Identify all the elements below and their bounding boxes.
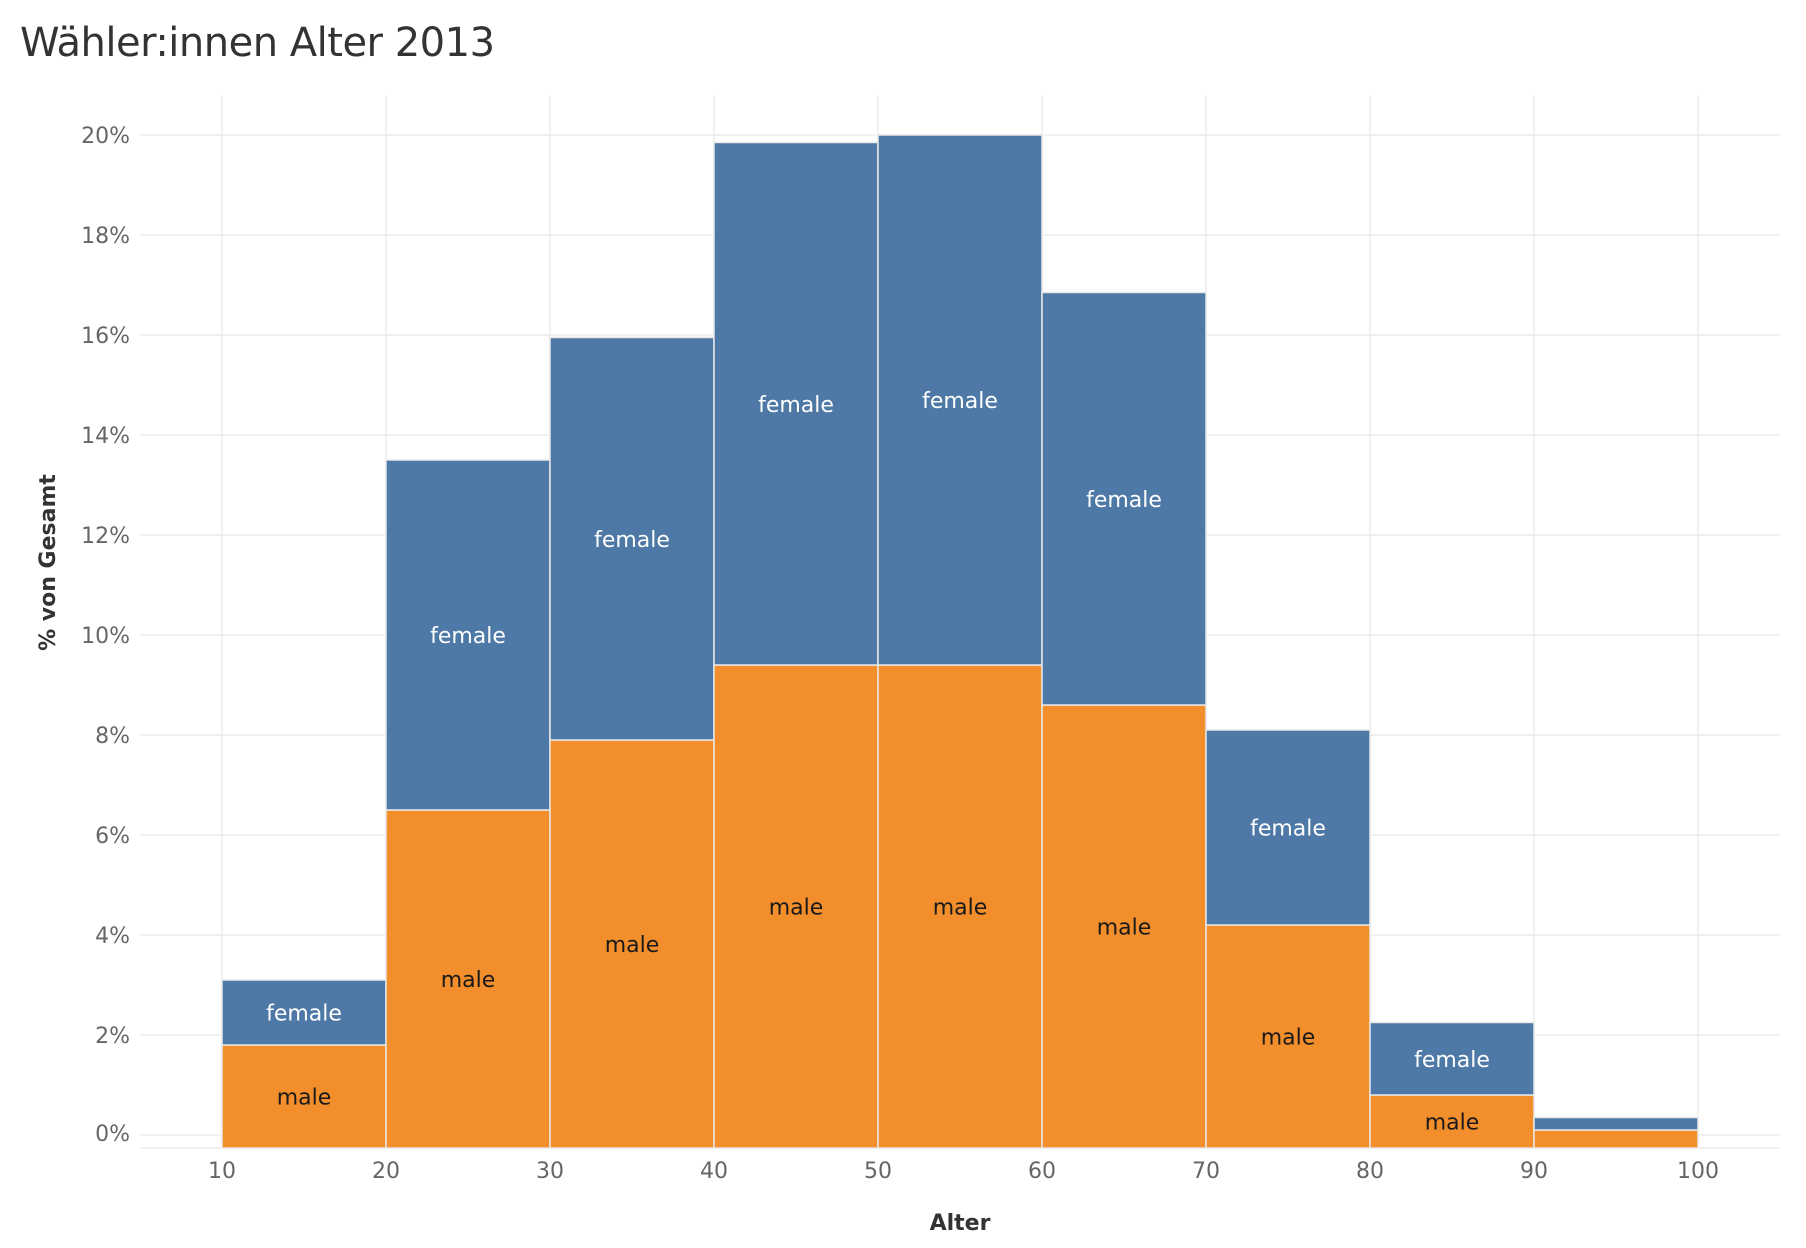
bar-label-male: male [1425, 1111, 1480, 1136]
y-tick-label: 4% [95, 924, 130, 949]
y-tick-label: 16% [81, 324, 130, 349]
y-axis: 0% 2% 4% 6% 8% 10% 12% 14% 16% 18% 20% [81, 124, 130, 1147]
x-tick-label: 100 [1677, 1159, 1719, 1184]
bar-label-male: male [933, 896, 988, 921]
bar-female [549, 336, 715, 741]
bar-label-male: male [605, 933, 660, 958]
bar-label-male: male [1261, 1026, 1316, 1051]
bar-label-male: male [277, 1086, 332, 1111]
bar-label-female: female [1250, 817, 1326, 842]
bar-female [1533, 1116, 1699, 1131]
x-tick-label: 40 [700, 1159, 728, 1184]
x-tick-label: 60 [1028, 1159, 1056, 1184]
bar-male [1205, 924, 1371, 1149]
y-tick-label: 14% [81, 424, 130, 449]
x-axis-title: Alter [930, 1211, 991, 1236]
x-tick-label: 30 [536, 1159, 564, 1184]
bar-female [221, 979, 387, 1046]
bar-female [385, 459, 551, 811]
bar-male [877, 664, 1043, 1149]
bar-female [1041, 291, 1207, 706]
bar-male [549, 739, 715, 1149]
y-tick-label: 2% [95, 1024, 130, 1049]
x-axis: 10 20 30 40 50 60 70 80 90 100 [208, 1159, 1719, 1184]
bar-female [1369, 1021, 1535, 1096]
y-axis-title: % von Gesamt [36, 474, 61, 651]
x-tick-label: 90 [1520, 1159, 1548, 1184]
y-tick-label: 0% [95, 1122, 130, 1147]
bar-female [1205, 729, 1371, 926]
bar-female [877, 134, 1043, 666]
x-tick-label: 20 [372, 1159, 400, 1184]
bar-male [1041, 704, 1207, 1149]
bar-label-female: female [1414, 1048, 1490, 1073]
bar-female [713, 141, 879, 666]
chart-title: Wähler:innen Alter 2013 [20, 20, 495, 66]
y-tick-label: 20% [81, 124, 130, 149]
bar-label-female: female [1086, 488, 1162, 513]
x-tick-label: 70 [1192, 1159, 1220, 1184]
bar-label-female: female [922, 389, 998, 414]
bar-label-male: male [769, 896, 824, 921]
bar-male [385, 809, 551, 1149]
bar-label-female: female [758, 393, 834, 418]
bar-male [713, 664, 879, 1149]
bars [221, 134, 1699, 1149]
x-tick-label: 10 [208, 1159, 236, 1184]
bar-label-male: male [441, 968, 496, 993]
y-tick-label: 8% [95, 724, 130, 749]
y-tick-label: 6% [95, 824, 130, 849]
x-tick-label: 50 [864, 1159, 892, 1184]
bar-label-female: female [430, 624, 506, 649]
bar-label-female: female [594, 528, 670, 553]
bar-male [1369, 1094, 1535, 1149]
bar-male [1533, 1129, 1699, 1149]
y-tick-label: 12% [81, 524, 130, 549]
y-tick-label: 10% [81, 624, 130, 649]
bar-label-female: female [266, 1002, 342, 1027]
y-tick-label: 18% [81, 224, 130, 249]
x-tick-label: 80 [1356, 1159, 1384, 1184]
bar-labels: male female male female male female male female… [266, 389, 1490, 1136]
bar-label-male: male [1097, 916, 1152, 941]
